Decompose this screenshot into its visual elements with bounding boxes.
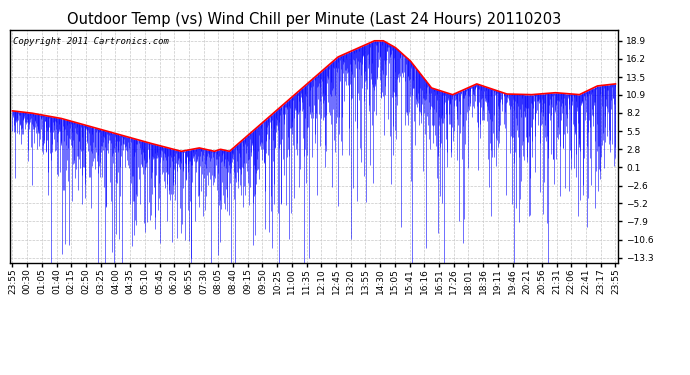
Title: Outdoor Temp (vs) Wind Chill per Minute (Last 24 Hours) 20110203: Outdoor Temp (vs) Wind Chill per Minute … xyxy=(67,12,561,27)
Text: Copyright 2011 Cartronics.com: Copyright 2011 Cartronics.com xyxy=(13,37,169,46)
